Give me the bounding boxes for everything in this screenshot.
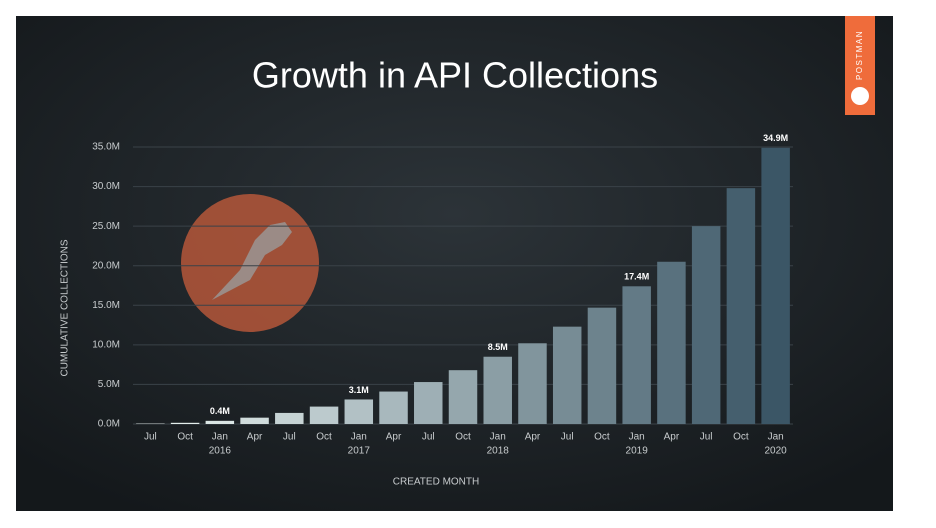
value-label: 0.4M: [210, 406, 230, 416]
bar: [622, 286, 651, 424]
value-label: 17.4M: [624, 272, 649, 282]
bar: [309, 406, 339, 424]
x-tick-year: 2019: [626, 446, 649, 457]
bar: [726, 188, 756, 424]
x-tick-label: Jan: [351, 432, 367, 443]
x-tick-label: Jul: [283, 432, 296, 443]
x-tick-year: 2017: [348, 446, 371, 457]
x-tick-year: 2016: [209, 446, 232, 457]
x-tick-label: Oct: [733, 432, 749, 443]
brand-text: POSTMAN: [855, 30, 864, 80]
y-tick-label: 5.0M: [98, 379, 120, 390]
x-tick-label: Oct: [177, 432, 193, 443]
y-tick-label: 20.0M: [92, 260, 120, 271]
bar: [205, 420, 235, 424]
bar: [170, 422, 200, 424]
bar: [761, 147, 790, 424]
y-tick-label: 10.0M: [92, 339, 120, 350]
bar: [518, 343, 547, 424]
bar: [448, 370, 478, 424]
bar: [691, 226, 721, 424]
bar: [379, 391, 408, 424]
bar: [414, 382, 443, 424]
value-label: 3.1M: [349, 385, 369, 395]
value-label: 8.5M: [488, 342, 508, 352]
x-tick-label: Apr: [525, 432, 541, 443]
x-tick-year: 2020: [765, 446, 788, 457]
x-tick-label: Jul: [561, 432, 574, 443]
y-tick-label: 15.0M: [92, 300, 120, 311]
bar: [344, 399, 374, 424]
x-tick-label: Apr: [664, 432, 680, 443]
x-tick-label: Jan: [768, 432, 784, 443]
x-tick-label: Jul: [144, 432, 157, 443]
bar: [657, 261, 686, 424]
y-tick-label: 0.0M: [98, 419, 120, 430]
y-tick-label: 30.0M: [92, 181, 120, 192]
x-tick-label: Jan: [212, 432, 228, 443]
value-label: 34.9M: [763, 133, 788, 143]
x-tick-label: Oct: [316, 432, 332, 443]
y-tick-label: 25.0M: [92, 221, 120, 232]
x-tick-label: Jan: [629, 432, 645, 443]
y-axis-label: CUMULATIVE COLLECTIONS: [60, 239, 71, 376]
x-tick-label: Jul: [422, 432, 435, 443]
x-tick-label: Jul: [700, 432, 713, 443]
bar: [483, 356, 512, 424]
x-axis-label: CREATED MONTH: [393, 477, 479, 488]
x-tick-label: Apr: [247, 432, 263, 443]
brand-icon: [851, 87, 869, 105]
x-tick-year: 2018: [487, 446, 510, 457]
x-tick-label: Apr: [386, 432, 402, 443]
bar: [240, 417, 269, 424]
x-tick-label: Oct: [455, 432, 471, 443]
bar: [552, 326, 582, 424]
watermark-figure: [212, 222, 292, 300]
bar: [587, 307, 617, 424]
chart-title: Growth in API Collections: [252, 55, 658, 96]
y-tick-label: 35.0M: [92, 142, 120, 153]
x-tick-label: Jan: [490, 432, 506, 443]
bar: [275, 412, 304, 424]
x-tick-label: Oct: [594, 432, 610, 443]
